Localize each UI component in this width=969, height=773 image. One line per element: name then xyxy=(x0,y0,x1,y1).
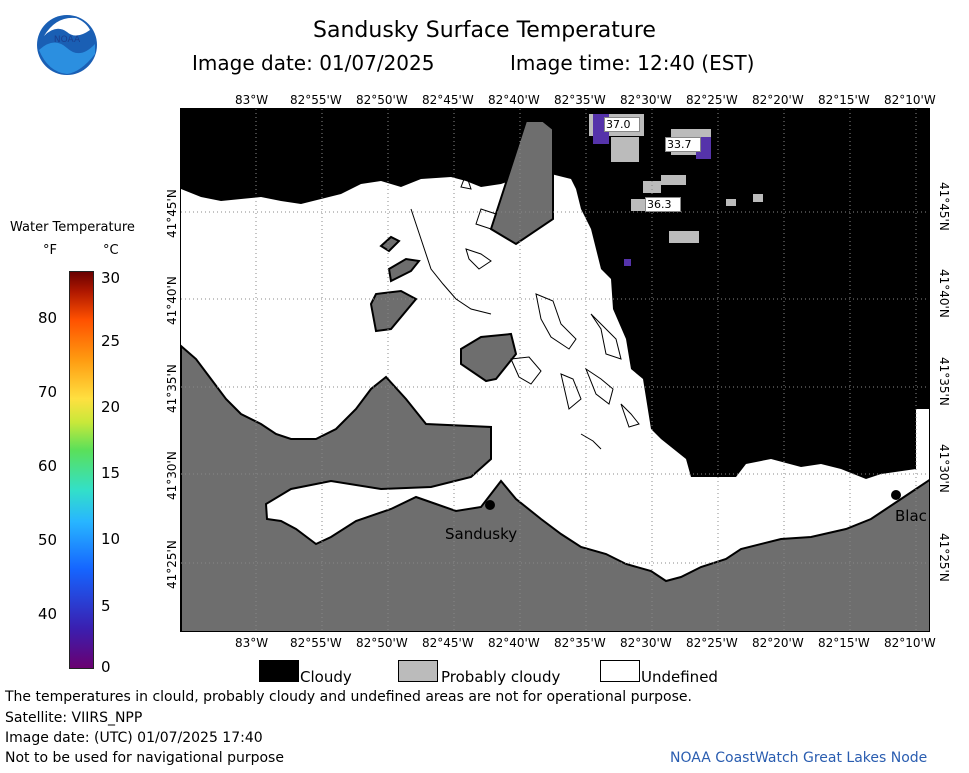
image-time: Image time: 12:40 (EST) xyxy=(510,51,755,75)
legend-unit-c: °C xyxy=(103,243,119,258)
temperature-label: 33.7 xyxy=(665,137,701,152)
lon-label-top: 82°35'W xyxy=(554,93,606,107)
key-swatch-cloudy xyxy=(259,660,299,682)
probably-cloudy-patch xyxy=(643,181,661,193)
lon-label-top: 82°40'W xyxy=(488,93,540,107)
lon-label-top: 82°50'W xyxy=(356,93,408,107)
city-label-sandusky: Sandusky xyxy=(445,525,518,543)
legend-tick-c: 25 xyxy=(101,332,121,350)
key-swatch-undefined xyxy=(600,660,640,682)
temperature-label: 37.0 xyxy=(604,117,640,132)
lon-label-bottom: 82°10'W xyxy=(884,636,936,650)
key-label-undefined: Undefined xyxy=(641,668,718,686)
lat-label-right: 41°30'N xyxy=(937,444,951,493)
lon-label-top: 82°45'W xyxy=(422,93,474,107)
lon-label-bottom: 82°15'W xyxy=(818,636,870,650)
legend-tick-c: 30 xyxy=(101,269,121,287)
utc-date-text: Image date: (UTC) 01/07/2025 17:40 xyxy=(5,730,263,746)
logo-text: NOAA xyxy=(54,35,81,45)
temperature-contours xyxy=(410,173,640,450)
legend-unit-f: °F xyxy=(43,243,57,258)
key-swatch-probably-cloudy xyxy=(398,660,438,682)
lat-label-left: 41°30'N xyxy=(165,451,179,500)
legend-tick-c: 5 xyxy=(101,597,111,615)
lat-label-left: 41°40'N xyxy=(165,276,179,325)
lon-label-bottom: 82°50'W xyxy=(356,636,408,650)
probably-cloudy-patch xyxy=(669,231,699,243)
satellite-text: Satellite: VIIRS_NPP xyxy=(5,710,143,726)
lon-label-bottom: 82°40'W xyxy=(488,636,540,650)
lon-label-bottom: 82°35'W xyxy=(554,636,606,650)
island-south-bass xyxy=(369,289,418,333)
city-marker-blac[interactable] xyxy=(891,490,901,500)
lon-label-bottom: 82°55'W xyxy=(290,636,342,650)
lon-label-bottom: 82°30'W xyxy=(620,636,672,650)
disclaimer-text: The temperatures in clould, probably clo… xyxy=(5,689,692,705)
noaa-logo-icon: NOAA xyxy=(36,14,98,80)
legend-tick-c: 20 xyxy=(101,398,121,416)
island-kelleys xyxy=(489,120,554,246)
legend-tick-c: 0 xyxy=(101,658,111,676)
lat-label-right: 41°35'N xyxy=(937,357,951,406)
map-canvas: 37.0 33.7 36.3 xyxy=(181,109,929,631)
temperature-label: 36.3 xyxy=(645,197,681,212)
water-temperature-pixels xyxy=(624,259,631,266)
legend-tick-f: 40 xyxy=(38,605,58,623)
lon-label-bottom: 82°25'W xyxy=(686,636,738,650)
legend-tick-f: 70 xyxy=(38,383,58,401)
island-middle-bass xyxy=(387,257,421,283)
city-marker-sandusky[interactable] xyxy=(485,500,495,510)
city-label-blac: Blac xyxy=(895,507,927,525)
legend-tick-c: 10 xyxy=(101,530,121,548)
lon-label-top: 82°25'W xyxy=(686,93,738,107)
lon-label-bottom: 83°W xyxy=(235,636,269,650)
lon-label-bottom: 82°45'W xyxy=(422,636,474,650)
probably-cloudy-patch xyxy=(753,194,763,202)
lat-label-right: 41°45'N xyxy=(937,182,951,231)
lat-label-right: 41°25'N xyxy=(937,533,951,582)
map-area[interactable]: 37.0 33.7 36.3 Sandusky Blac xyxy=(180,108,930,632)
lon-label-top: 83°W xyxy=(235,93,269,107)
temperature-color-scale xyxy=(69,271,94,669)
legend-tick-f: 80 xyxy=(38,309,58,327)
lon-label-top: 82°20'W xyxy=(752,93,804,107)
credit-link[interactable]: NOAA CoastWatch Great Lakes Node xyxy=(670,750,928,766)
image-date: Image date: 01/07/2025 xyxy=(192,51,435,75)
key-label-cloudy: Cloudy xyxy=(300,668,352,686)
lat-label-left: 41°35'N xyxy=(165,364,179,413)
navigation-warning: Not to be used for navigational purpose xyxy=(5,750,284,766)
legend-tick-f: 60 xyxy=(38,457,58,475)
lon-label-top: 82°55'W xyxy=(290,93,342,107)
probably-cloudy-patch xyxy=(726,199,736,206)
land-region xyxy=(181,344,929,631)
lat-label-left: 41°45'N xyxy=(165,189,179,238)
island-catawba xyxy=(460,332,518,383)
legend-tick-c: 15 xyxy=(101,464,121,482)
graticule xyxy=(181,109,929,631)
legend-title: Water Temperature xyxy=(10,220,135,235)
island-north-bass xyxy=(379,235,401,253)
lon-label-top: 82°15'W xyxy=(818,93,870,107)
lon-label-bottom: 82°20'W xyxy=(752,636,804,650)
page-title: Sandusky Surface Temperature xyxy=(313,18,656,43)
probably-cloudy-patch xyxy=(661,175,686,185)
lat-label-right: 41°40'N xyxy=(937,269,951,318)
lon-label-top: 82°10'W xyxy=(884,93,936,107)
key-label-probably-cloudy: Probably cloudy xyxy=(441,668,561,686)
lat-label-left: 41°25'N xyxy=(165,540,179,589)
probably-cloudy-patch xyxy=(611,137,639,162)
lon-label-top: 82°30'W xyxy=(620,93,672,107)
legend-tick-f: 50 xyxy=(38,531,58,549)
